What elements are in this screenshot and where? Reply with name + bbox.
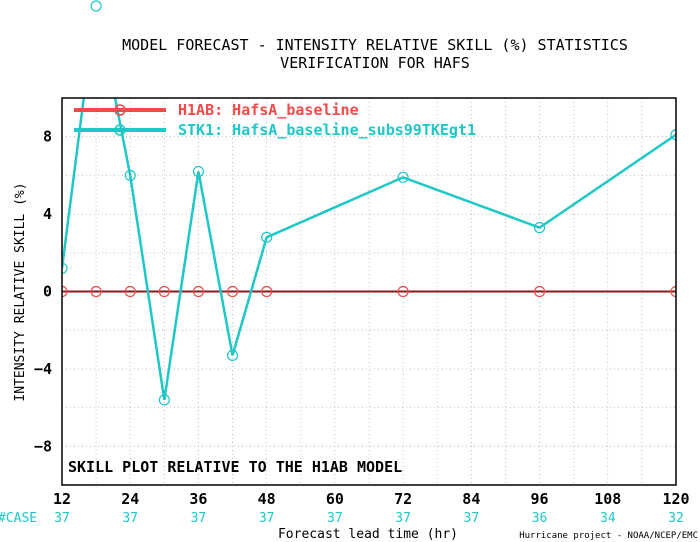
series-2-point	[90, 0, 102, 12]
y-axis-label: INTENSITY RELATIVE SKILL (%)	[13, 182, 28, 401]
x-tick-label: 48	[258, 490, 276, 508]
series-2-point	[124, 169, 136, 181]
y-tick-label: 4	[43, 205, 52, 223]
case-count: 37	[54, 511, 70, 526]
series-2-point	[533, 222, 546, 234]
case-count: 37	[259, 511, 275, 526]
x-tick-label: 36	[189, 490, 207, 508]
series-1-point	[261, 285, 273, 298]
series-1-point	[62, 285, 68, 298]
y-tick-label: 0	[43, 283, 52, 301]
case-count: 37	[122, 511, 138, 526]
y-tick-labels: 8 4 0 −4 −8	[34, 128, 52, 456]
series-line-2	[62, 98, 676, 401]
x-tick-label: 120	[662, 490, 689, 508]
series-1-point	[90, 285, 102, 298]
y-tick-label: −4	[34, 360, 52, 378]
chart-title: MODEL FORECAST - INTENSITY RELATIVE SKIL…	[122, 36, 628, 54]
series-2-point	[192, 165, 205, 178]
series-1-point	[158, 285, 170, 298]
legend-marker-2	[114, 124, 126, 136]
legend-label-2: STK1: HafsA_baseline_subs99TKEgt1	[178, 121, 476, 139]
series-2-point	[158, 394, 170, 406]
series-2-point	[397, 171, 409, 183]
x-tick-label: 96	[531, 490, 549, 508]
series-2-point	[62, 262, 68, 274]
series-1-point	[226, 285, 239, 298]
case-count: 37	[395, 511, 411, 526]
case-label: #CASE	[0, 511, 37, 526]
series-1-point	[533, 285, 546, 298]
plot-frame	[61, 97, 677, 486]
series-2-point	[670, 129, 676, 141]
case-count: 32	[668, 511, 684, 526]
x-tick-label: 12	[53, 490, 71, 508]
case-count: 34	[600, 511, 616, 526]
series-1-point	[124, 285, 136, 298]
x-tick-label: 72	[394, 490, 412, 508]
case-counts: 37 37 37 37 37 37 37 36 34 32	[54, 511, 684, 526]
legend-label-1: H1AB: HafsA_baseline	[178, 101, 359, 119]
series-1-point	[670, 285, 676, 298]
grid	[62, 98, 676, 485]
annotation-text: SKILL PLOT RELATIVE TO THE H1AB MODEL	[68, 458, 402, 476]
series-1-point	[397, 285, 409, 298]
outside-markers	[90, 0, 102, 12]
x-tick-label: 24	[121, 490, 139, 508]
x-tick-label: 84	[462, 490, 480, 508]
x-axis-label: Forecast lead time (hr)	[278, 527, 458, 542]
legend: H1AB: HafsA_baseline STK1: HafsA_baseline…	[74, 101, 476, 139]
series-2-point	[226, 349, 239, 361]
series-layer	[62, 98, 676, 406]
series-2-point	[261, 231, 273, 243]
case-count: 36	[532, 511, 548, 526]
case-count: 37	[464, 511, 480, 526]
y-tick-label: −8	[34, 437, 52, 455]
legend-marker-1	[114, 104, 126, 116]
series-1-point	[192, 285, 205, 298]
x-tick-label: 108	[594, 490, 621, 508]
x-tick-labels: 12 24 36 48 60 72 84 96 108 120	[53, 490, 690, 508]
case-count: 37	[327, 511, 343, 526]
x-tick-label: 60	[326, 490, 344, 508]
footer-credit: Hurricane project - NOAA/NCEP/EMC	[519, 531, 698, 541]
case-count: 37	[191, 511, 207, 526]
chart-subtitle: VERIFICATION FOR HAFS	[280, 54, 470, 72]
y-tick-label: 8	[43, 128, 52, 146]
